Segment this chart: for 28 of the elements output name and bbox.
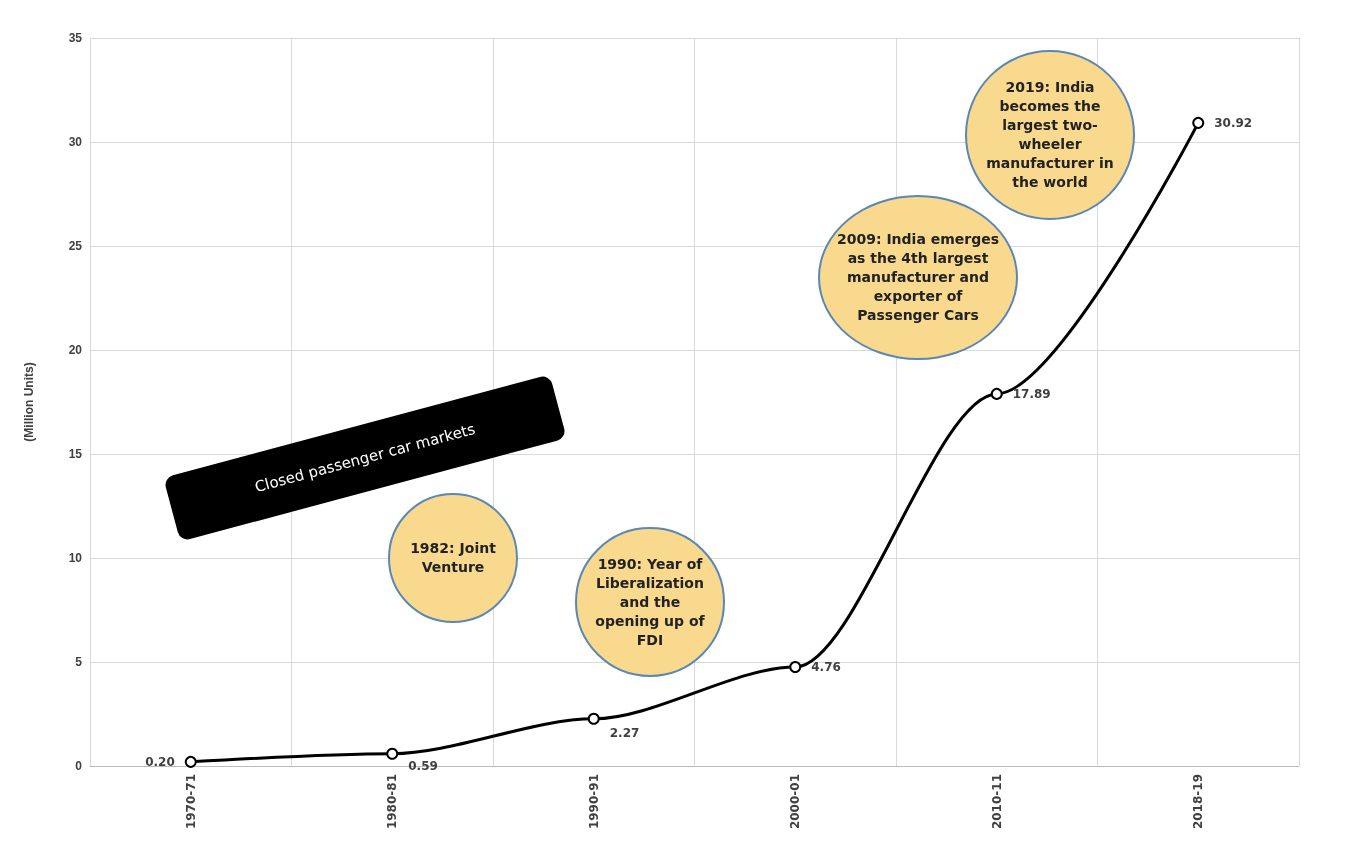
y-tick-label: 20 <box>68 343 83 357</box>
y-tick-label: 25 <box>68 239 83 253</box>
point <box>184 755 197 768</box>
data-label: 30.92 <box>1214 115 1253 130</box>
y-axis-title: (Million Units) <box>22 362 36 442</box>
y-tick-label: 30 <box>68 135 83 149</box>
y-tick-label: 10 <box>68 551 83 565</box>
x-tick-label: 2018-19 <box>1191 774 1206 830</box>
data-label: 2.27 <box>609 725 640 740</box>
x-tick-label: 1970-71 <box>183 774 198 830</box>
y-tick-label: 0 <box>75 759 83 773</box>
point <box>1192 116 1205 129</box>
x-tick-label: 2010-11 <box>989 774 1004 830</box>
point <box>386 747 399 760</box>
annotation: 1982: Joint Venture <box>410 540 496 575</box>
point <box>587 712 600 725</box>
x-tick-label: 2000-01 <box>788 774 803 830</box>
x-tick-label: 1990-91 <box>586 774 601 830</box>
point <box>789 660 802 673</box>
y-tick-label: 5 <box>75 655 83 669</box>
data-label: 0.20 <box>145 754 175 769</box>
y-tick-label: 15 <box>68 447 83 461</box>
x-tick-label: 1980-81 <box>385 774 400 830</box>
data-label: 17.89 <box>1012 386 1051 401</box>
data-label: 0.59 <box>408 758 438 773</box>
data-label: 4.76 <box>811 659 841 674</box>
y-tick-label: 35 <box>68 31 83 45</box>
point <box>990 387 1003 400</box>
